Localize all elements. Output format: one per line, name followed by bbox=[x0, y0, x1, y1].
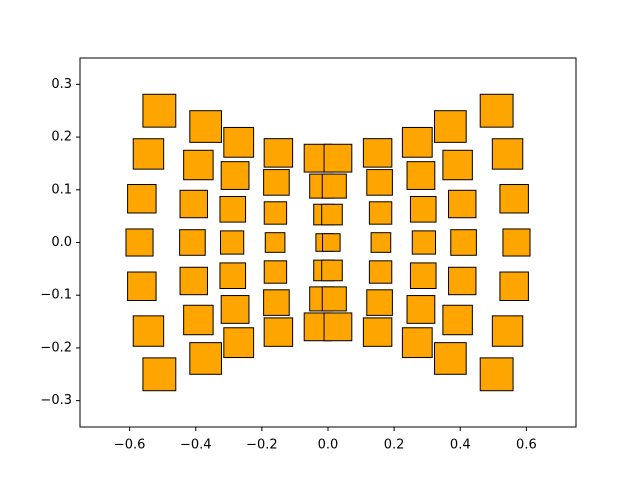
marker bbox=[401, 126, 433, 158]
marker bbox=[322, 233, 341, 252]
marker bbox=[450, 229, 477, 256]
marker bbox=[499, 184, 529, 214]
marker bbox=[179, 266, 208, 296]
y-tick-label: 0.0 bbox=[51, 235, 72, 250]
marker bbox=[219, 195, 247, 223]
marker bbox=[263, 169, 290, 196]
x-tick-label: 0.2 bbox=[384, 438, 405, 453]
marker bbox=[189, 110, 222, 143]
marker bbox=[263, 201, 288, 225]
marker bbox=[366, 169, 393, 196]
marker bbox=[434, 342, 467, 375]
marker bbox=[499, 271, 529, 301]
marker bbox=[179, 189, 208, 219]
marker bbox=[362, 317, 393, 347]
marker bbox=[409, 262, 437, 290]
marker bbox=[179, 229, 206, 256]
marker bbox=[434, 110, 467, 143]
y-tick-label: 0.2 bbox=[51, 130, 72, 145]
marker bbox=[502, 228, 531, 257]
marker bbox=[448, 189, 477, 219]
marker bbox=[223, 126, 255, 158]
marker bbox=[366, 289, 393, 316]
marker bbox=[220, 161, 250, 190]
marker bbox=[491, 315, 524, 347]
marker bbox=[442, 149, 473, 181]
marker bbox=[220, 295, 250, 324]
y-tick-label: −0.2 bbox=[40, 340, 72, 355]
marker bbox=[142, 93, 177, 128]
marker bbox=[223, 327, 255, 359]
x-tick-label: 0.0 bbox=[318, 438, 339, 453]
marker bbox=[263, 289, 290, 316]
marker bbox=[362, 138, 393, 168]
marker bbox=[321, 286, 347, 312]
marker bbox=[127, 271, 157, 301]
marker bbox=[442, 304, 473, 336]
marker bbox=[321, 203, 343, 226]
x-tick-label: −0.2 bbox=[246, 438, 278, 453]
marker bbox=[183, 304, 214, 336]
marker bbox=[448, 266, 477, 296]
marker bbox=[406, 161, 436, 190]
marker bbox=[321, 259, 343, 282]
y-tick-label: 0.1 bbox=[51, 182, 72, 197]
marker bbox=[406, 295, 436, 324]
marker bbox=[142, 357, 177, 392]
marker bbox=[323, 143, 353, 173]
marker bbox=[368, 201, 393, 225]
marker bbox=[411, 230, 437, 255]
marker bbox=[321, 173, 347, 199]
marker bbox=[219, 262, 247, 290]
marker bbox=[263, 317, 294, 347]
marker bbox=[401, 327, 433, 359]
x-tick-label: 0.4 bbox=[450, 438, 471, 453]
marker bbox=[127, 184, 157, 214]
marker bbox=[409, 195, 437, 223]
marker bbox=[368, 260, 393, 284]
marker bbox=[491, 138, 524, 170]
marker bbox=[132, 315, 165, 347]
x-tick-label: −0.6 bbox=[114, 438, 146, 453]
x-tick-label: −0.4 bbox=[180, 438, 212, 453]
marker bbox=[264, 232, 286, 253]
marker bbox=[263, 138, 294, 168]
y-tick-label: 0.3 bbox=[51, 77, 72, 92]
x-tick-label: 0.6 bbox=[516, 438, 537, 453]
marker bbox=[219, 230, 245, 255]
marker bbox=[479, 93, 514, 128]
marker bbox=[263, 260, 288, 284]
marks bbox=[125, 93, 531, 392]
marker bbox=[370, 232, 392, 253]
y-tick-label: −0.1 bbox=[40, 288, 72, 303]
y-tick-label: −0.3 bbox=[40, 393, 72, 408]
marker bbox=[125, 228, 154, 257]
marker bbox=[183, 149, 214, 181]
marker bbox=[479, 357, 514, 392]
marker bbox=[132, 138, 165, 170]
marker bbox=[189, 342, 222, 375]
marker bbox=[323, 312, 353, 342]
